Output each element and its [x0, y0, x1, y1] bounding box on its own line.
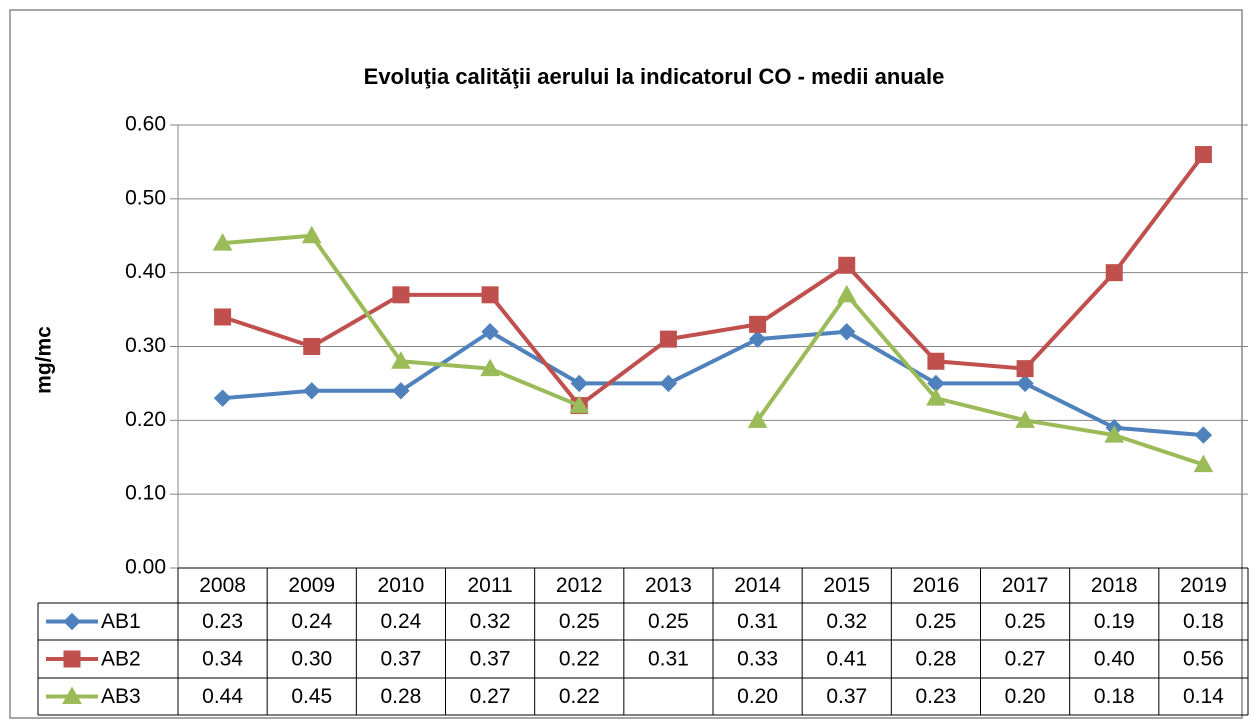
data-point — [214, 308, 232, 326]
legend-marker — [63, 650, 81, 668]
data-point — [303, 382, 321, 400]
data-point — [836, 284, 857, 303]
data-point — [748, 330, 767, 348]
table-cell: 0.24 — [291, 610, 332, 633]
data-point — [1016, 374, 1034, 393]
data-point — [838, 256, 856, 274]
table-cell: 0.32 — [470, 610, 511, 633]
data-point — [481, 323, 499, 341]
table-cell: 0.23 — [202, 610, 243, 633]
table-cell: 0.34 — [202, 648, 243, 671]
data-point — [747, 410, 768, 428]
table-cell: 0.25 — [648, 610, 689, 633]
data-point — [1104, 425, 1125, 443]
legend-label: AB2 — [101, 648, 141, 671]
legend-marker — [62, 686, 82, 704]
data-point — [926, 388, 946, 406]
data-point — [392, 382, 410, 400]
table-cell: 0.20 — [737, 685, 778, 708]
table-cell: 0.22 — [559, 685, 600, 708]
data-point — [659, 374, 678, 393]
table-cell: 0.25 — [559, 610, 600, 633]
table-cell: 0.28 — [915, 648, 956, 671]
table-cell: 0.27 — [1005, 648, 1046, 671]
data-point — [927, 352, 945, 370]
legend-marker — [63, 612, 81, 631]
table-cell: 0.40 — [1094, 648, 1135, 671]
data-point — [480, 358, 500, 377]
x-tick-label: 2015 — [823, 574, 870, 597]
table-cell: 0.41 — [826, 648, 867, 671]
y-tick-label: 0.10 — [125, 482, 166, 505]
data-point — [1194, 146, 1212, 164]
series-line — [222, 329, 1204, 438]
table-cell: 0.31 — [737, 610, 778, 633]
chart-title: Evoluţia calităţii aerului la indicatoru… — [364, 64, 945, 89]
table-cell: 0.14 — [1183, 685, 1224, 708]
table-cell: 0.27 — [470, 685, 511, 708]
table-cell: 0.33 — [737, 648, 778, 671]
x-tick-label: 2009 — [288, 574, 335, 597]
table-cell: 0.30 — [291, 648, 332, 671]
data-point — [213, 389, 232, 407]
y-tick-label: 0.00 — [125, 556, 166, 579]
x-tick-label: 2011 — [467, 574, 512, 597]
table-cell: 0.31 — [648, 648, 689, 671]
data-point — [392, 286, 410, 304]
table-cell: 0.23 — [915, 685, 956, 708]
data-point — [569, 395, 590, 414]
x-tick-label: 2016 — [913, 574, 960, 597]
y-tick-label: 0.60 — [125, 113, 166, 136]
x-tick-label: 2010 — [378, 574, 425, 597]
table-cell: 0.20 — [1005, 685, 1046, 708]
table-cell: 0.37 — [826, 685, 867, 708]
table-cell: 0.19 — [1094, 610, 1135, 633]
x-tick-label: 2019 — [1180, 574, 1227, 597]
data-point — [1105, 264, 1123, 282]
data-point — [303, 338, 321, 355]
table-cell: 0.45 — [291, 685, 332, 708]
y-tick-label: 0.20 — [125, 408, 166, 431]
data-point — [1015, 410, 1035, 428]
legend-label: AB1 — [101, 610, 141, 633]
table-cell: 0.44 — [202, 685, 243, 708]
x-tick-label: 2012 — [556, 574, 603, 597]
table-cell: 0.32 — [826, 610, 867, 633]
x-tick-label: 2014 — [734, 574, 781, 597]
table-cell: 0.24 — [380, 610, 421, 633]
data-point — [1194, 426, 1213, 444]
table-cell: 0.28 — [380, 685, 421, 708]
table-cell: 0.25 — [915, 610, 956, 633]
data-point — [749, 315, 767, 333]
x-tick-label: 2017 — [1002, 574, 1049, 597]
table-cell: 0.18 — [1094, 685, 1135, 708]
table-cell: 0.25 — [1005, 610, 1046, 633]
data-point — [481, 286, 499, 304]
data-point — [570, 374, 588, 393]
table-cell: 0.22 — [559, 648, 600, 671]
legend-label: AB3 — [101, 685, 141, 708]
y-tick-label: 0.50 — [125, 186, 166, 209]
table-cell: 0.37 — [470, 648, 511, 671]
table-cell: 0.18 — [1183, 610, 1224, 633]
x-tick-label: 2013 — [645, 574, 692, 597]
data-point — [391, 351, 411, 369]
series-line — [221, 153, 1206, 408]
table-cell: 0.37 — [380, 648, 421, 671]
data-point — [212, 233, 233, 251]
data-point — [1193, 454, 1214, 473]
x-tick-label: 2008 — [199, 574, 246, 597]
x-tick-label: 2018 — [1091, 574, 1138, 597]
data-point — [301, 225, 322, 244]
y-axis-label: mg/mc — [33, 326, 56, 394]
chart-border — [9, 9, 1243, 719]
data-point — [838, 323, 856, 341]
data-point — [659, 330, 677, 348]
table-cell: 0.56 — [1183, 648, 1224, 671]
y-tick-label: 0.40 — [125, 260, 166, 283]
y-tick-label: 0.30 — [125, 334, 166, 357]
data-point — [1016, 360, 1034, 378]
